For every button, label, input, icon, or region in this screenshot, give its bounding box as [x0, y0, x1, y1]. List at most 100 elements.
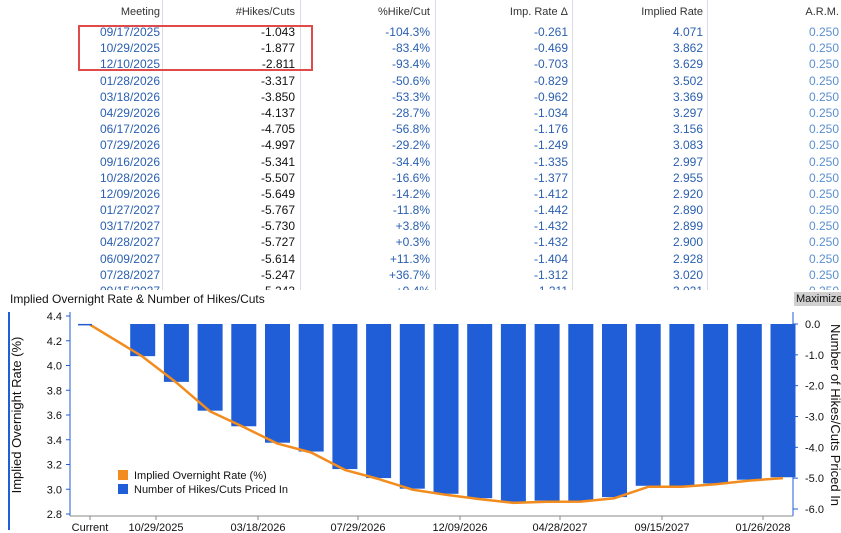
bar [265, 324, 290, 443]
table-row[interactable]: 04/29/2026 -4.137 -28.7% -1.034 3.297 0.250 [0, 105, 841, 121]
cell-meeting: 09/16/2026 [99, 154, 160, 169]
table-row[interactable]: 09/17/2025 -1.043 -104.3% -0.261 4.071 0.250 [0, 24, 841, 40]
cell-arm: 0.250 [808, 122, 839, 137]
column-separator [707, 0, 708, 290]
cell-arm: 0.250 [808, 170, 839, 185]
bar [500, 324, 526, 502]
cell-imp: -1.311 [470, 283, 568, 290]
cell-hikes: -5.727 [260, 235, 295, 250]
bar [568, 324, 594, 501]
right-tick-label: -6.0 [805, 504, 824, 516]
cell-pct: -16.6% [391, 170, 430, 185]
cell-pct: +0.4% [330, 283, 430, 290]
cell-arm: 0.250 [808, 89, 839, 104]
cell-meeting: 03/17/2027 [99, 219, 160, 234]
cell-arm: 0.250 [808, 105, 839, 120]
bar [736, 324, 762, 480]
left-tick-label: 4.4 [47, 311, 62, 323]
bar [703, 324, 729, 484]
table-row[interactable]: 07/29/2026 -4.997 -29.2% -1.249 3.083 0.250 [0, 137, 841, 153]
table-row[interactable]: 12/09/2026 -5.649 -14.2% -1.412 2.920 0.250 [0, 186, 841, 202]
cell-arm: 0.250 [808, 219, 839, 234]
cell-pct: +36.7% [388, 267, 430, 282]
cell-rate: 2.899 [672, 219, 703, 234]
cell-arm: 0.250 [808, 154, 839, 169]
cell-arm: 0.250 [808, 203, 839, 218]
x-tick-label: 04/28/2027 [532, 522, 587, 533]
cell-pct: -14.2% [391, 186, 430, 201]
cell-imp: -1.377 [533, 170, 568, 185]
cell-pct: -83.4% [391, 41, 430, 56]
cell-meeting: 06/17/2026 [99, 122, 160, 137]
cell-rate: 3.083 [672, 138, 703, 153]
cell-pct: -29.2% [391, 138, 430, 153]
cell-hikes: -5.614 [260, 251, 295, 266]
cell-rate: 3.020 [672, 267, 703, 282]
cell-rate: 3.629 [672, 57, 703, 72]
chart-title: Implied Overnight Rate & Number of Hikes… [10, 292, 265, 306]
header-implied-rate[interactable]: Implied Rate [641, 6, 703, 18]
table-row[interactable]: 12/10/2025 -2.811 -93.4% -0.703 3.629 0.250 [0, 56, 841, 72]
left-tick-label: 3.0 [47, 484, 62, 496]
legend-label-rate: Implied Overnight Rate (%) [134, 470, 267, 482]
header-hikes[interactable]: #Hikes/Cuts [235, 6, 295, 18]
cell-imp: -0.469 [533, 41, 568, 56]
chart-panel: Implied Overnight Rate & Number of Hikes… [0, 290, 841, 533]
table-row[interactable]: 09/16/2026 -5.341 -34.4% -1.335 2.997 0.250 [0, 154, 841, 170]
bar [163, 324, 189, 382]
bar [669, 324, 695, 486]
table-row[interactable]: 10/29/2025 -1.877 -83.4% -0.469 3.862 0.250 [0, 40, 841, 56]
bar [231, 324, 257, 427]
cell-pct: -34.4% [391, 154, 430, 169]
cell-imp: -0.829 [533, 73, 568, 88]
cell-hikes: -5.243 [180, 283, 295, 290]
right-tick-label: -2.0 [805, 381, 824, 393]
table-row[interactable]: 06/09/2027 -5.614 +11.3% -1.404 2.928 0.250 [0, 251, 841, 267]
cell-rate: 2.890 [672, 203, 703, 218]
header-meeting[interactable]: Meeting [120, 6, 160, 18]
panel-accent-bar [8, 312, 10, 530]
cell-hikes: -4.997 [260, 138, 295, 153]
cell-rate: 2.900 [672, 235, 703, 250]
maximize-button[interactable]: Maximize [794, 292, 841, 306]
table-body: 09/17/2025 -1.043 -104.3% -0.261 4.071 0.250 1… [0, 24, 841, 290]
table-row[interactable]: 04/28/2027 -5.727 +0.3% -1.432 2.900 0.250 [0, 234, 841, 250]
cell-pct: -93.4% [391, 57, 430, 72]
table-row[interactable]: 03/17/2027 -5.730 +3.8% -1.432 2.899 0.250 [0, 218, 841, 234]
table-row[interactable]: 03/18/2026 -3.850 -53.3% -0.962 3.369 0.250 [0, 89, 841, 105]
bar [366, 324, 392, 479]
right-tick-label: -3.0 [805, 412, 824, 424]
cell-rate: 2.920 [672, 186, 703, 201]
cell-pct: +0.3% [395, 235, 430, 250]
table-row[interactable]: 01/27/2027 -5.767 -11.8% -1.442 2.890 0.250 [0, 202, 841, 218]
table-row[interactable]: 01/28/2026 -3.317 -50.6% -0.829 3.502 0.250 [0, 73, 841, 89]
cell-hikes: -3.317 [260, 73, 295, 88]
cell-arm: 0.250 [808, 41, 839, 56]
cell-pct: +3.8% [395, 219, 430, 234]
left-tick-label: 4.2 [47, 336, 62, 348]
table-row[interactable]: 07/28/2027 -5.247 +36.7% -1.312 3.020 0.250 [0, 267, 841, 283]
cell-hikes: -5.247 [260, 267, 295, 282]
table-row[interactable]: 10/28/2026 -5.507 -16.6% -1.377 2.955 0.250 [0, 170, 841, 186]
header-arm[interactable]: A.R.M. [805, 6, 839, 18]
cell-meeting: 09/15/2027 [55, 283, 160, 290]
cell-arm: 0.250 [808, 73, 839, 88]
cell-meeting: 10/28/2026 [99, 170, 160, 185]
cell-arm: 0.250 [760, 283, 839, 290]
cell-imp: -1.432 [533, 235, 568, 250]
cell-pct: -11.8% [392, 203, 430, 218]
cell-pct: -56.8% [391, 122, 430, 137]
cell-rate: 3.862 [672, 41, 703, 56]
left-tick-label: 3.2 [47, 460, 62, 472]
table-row[interactable]: 09/15/2027 -5.243 +0.4% -1.311 3.021 0.250 [0, 283, 841, 290]
cell-hikes: -5.341 [260, 154, 295, 169]
header-imp-rate[interactable]: Imp. Rate Δ [509, 6, 568, 18]
left-tick-label: 3.6 [47, 410, 62, 422]
table-row[interactable]: 06/17/2026 -4.705 -56.8% -1.176 3.156 0.250 [0, 121, 841, 137]
rate-table: Meeting #Hikes/Cuts %Hike/Cut Imp. Rate … [0, 0, 841, 290]
column-separator [572, 0, 573, 290]
cell-hikes: -5.730 [260, 219, 295, 234]
header-pct[interactable]: %Hike/Cut [378, 6, 430, 18]
highlight-box [78, 25, 313, 71]
bar [197, 324, 223, 411]
